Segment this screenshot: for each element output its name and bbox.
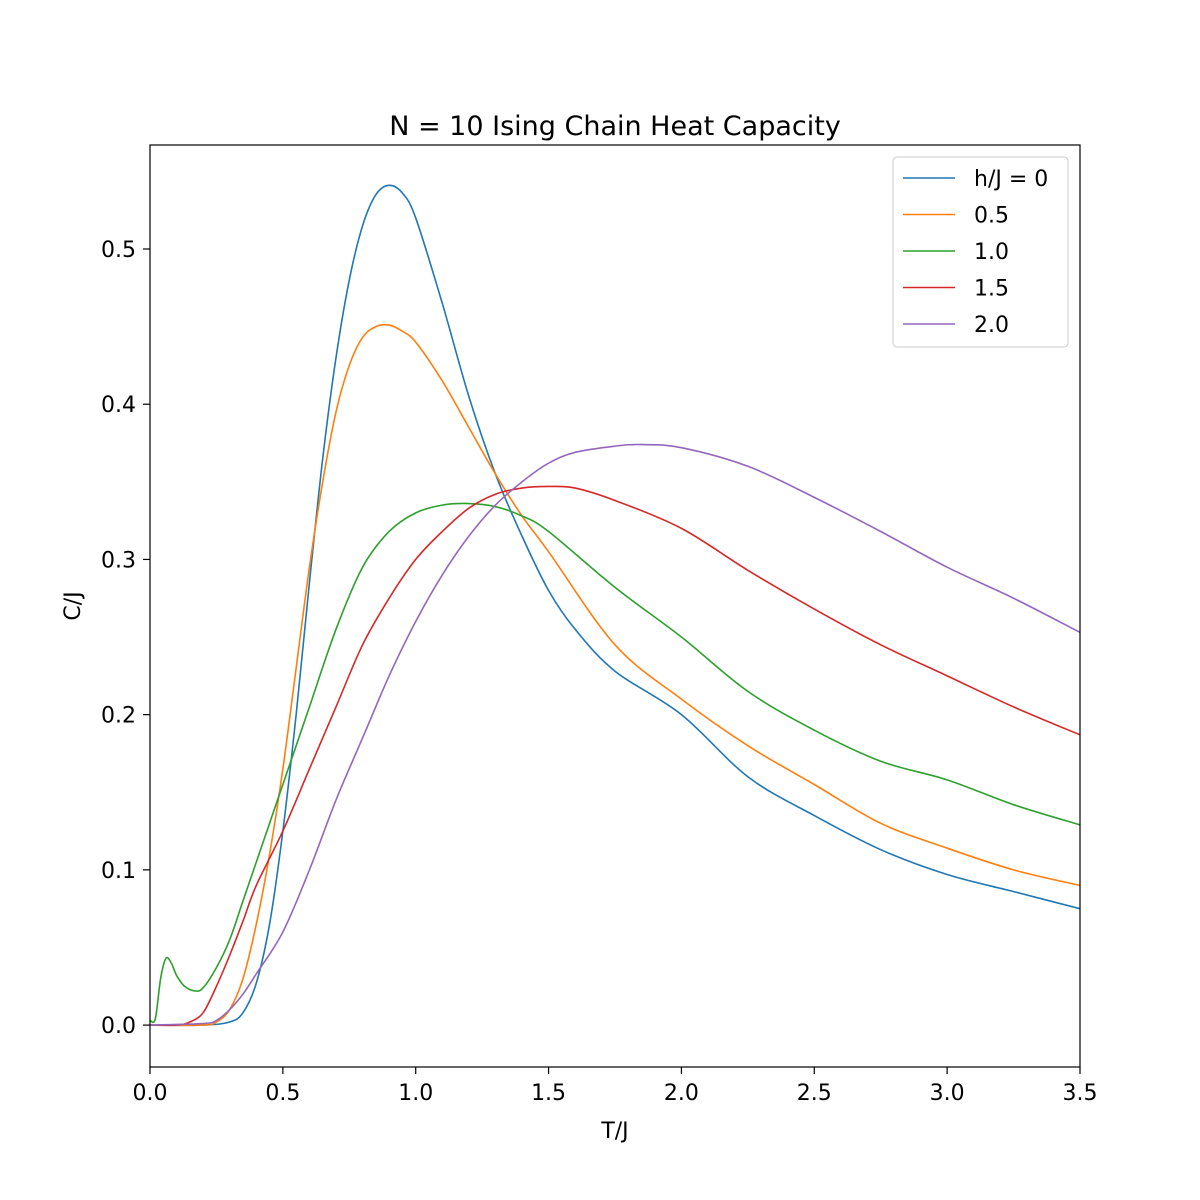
- plot-frame: [149, 144, 1081, 1068]
- legend-label-4: 2.0: [974, 313, 1009, 338]
- y-tick-label: 0.5: [101, 238, 136, 263]
- series-line-3: [150, 485, 1080, 1027]
- legend-box: [892, 156, 1069, 348]
- series-line-2: [150, 502, 1080, 1024]
- x-axis: 0.0 0.5 1.0 1.5 2.0 2.5 3.0 3.5: [133, 1067, 1098, 1106]
- y-tick-label: 0.4: [101, 393, 136, 418]
- chart-title: N = 10 Ising Chain Heat Capacity: [389, 111, 841, 142]
- y-tick-label: 0.3: [101, 548, 136, 573]
- series-layer: [150, 184, 1080, 1027]
- legend-label-2: 1.0: [974, 240, 1009, 265]
- y-tick-label: 0.2: [101, 704, 136, 729]
- legend-label-3: 1.5: [974, 277, 1009, 302]
- legend-label-1: 0.5: [974, 204, 1009, 229]
- y-axis: 0.0 0.1 0.2 0.3 0.4 0.5: [101, 238, 150, 1039]
- series-line-0: [150, 184, 1080, 1027]
- x-tick-label: 0.5: [265, 1081, 300, 1106]
- legend: h/J = 0 0.5 1.0 1.5 2.0: [892, 156, 1069, 348]
- series-line-4: [150, 443, 1080, 1026]
- x-tick-label: 1.0: [398, 1081, 433, 1106]
- x-tick-label: 1.5: [531, 1081, 566, 1106]
- x-tick-label: 0.0: [133, 1081, 168, 1106]
- x-tick-label: 3.5: [1063, 1081, 1098, 1106]
- x-tick-label: 2.0: [664, 1081, 699, 1106]
- x-tick-label: 2.5: [797, 1081, 832, 1106]
- y-axis-title: C/J: [61, 591, 86, 620]
- x-tick-label: 3.0: [930, 1081, 965, 1106]
- x-axis-title: T/J: [600, 1119, 628, 1144]
- legend-label-0: h/J = 0: [974, 167, 1048, 192]
- y-tick-label: 0.1: [101, 859, 136, 884]
- y-tick-label: 0.0: [101, 1014, 136, 1039]
- series-line-1: [150, 323, 1080, 1027]
